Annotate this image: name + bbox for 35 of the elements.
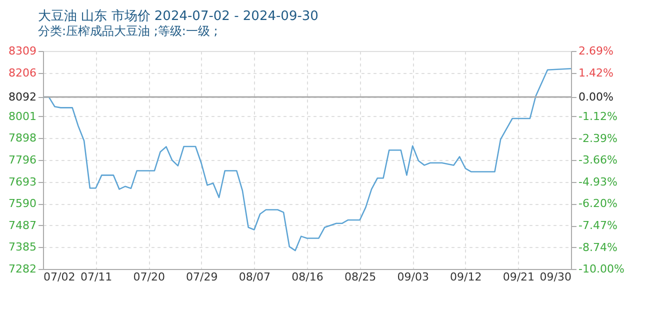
x-tick-label: 09/12 xyxy=(450,270,482,284)
x-tick-label: 08/07 xyxy=(238,270,271,284)
y-tick-label: 7385 xyxy=(8,240,36,254)
x-tick-label: 08/16 xyxy=(292,270,324,284)
x-tick-label: 07/02 xyxy=(44,270,76,284)
x-tick-label: 07/11 xyxy=(80,270,112,284)
y2-tick-label: 1.42% xyxy=(578,66,614,80)
y2-tick-label: -6.20% xyxy=(578,197,618,210)
y-tick-label: 8309 xyxy=(8,44,36,58)
y2-tick-label: -8.74% xyxy=(578,240,618,254)
y2-tick-label: -1.12% xyxy=(578,110,618,123)
x-tick-label: 07/20 xyxy=(133,270,165,284)
y-tick-label: 8206 xyxy=(8,66,36,80)
y-tick-label: 7590 xyxy=(8,197,36,210)
y2-tick-label: -3.66% xyxy=(578,154,618,167)
chart-title: 大豆油 山东 市场价 2024-07-02 - 2024-09-30 xyxy=(38,9,318,24)
y-tick-label: 7693 xyxy=(8,175,36,188)
y2-tick-label: -10.00% xyxy=(578,262,624,276)
x-tick-label: 08/25 xyxy=(344,270,376,284)
y2-tick-label: -2.39% xyxy=(578,132,618,145)
y2-tick-label: -7.47% xyxy=(578,219,618,232)
x-tick-label: 07/29 xyxy=(186,270,218,284)
y-tick-label: 7487 xyxy=(8,218,36,232)
y-tick-label: 8092 xyxy=(8,90,36,104)
y2-tick-label: -4.93% xyxy=(578,175,618,188)
y-tick-label: 7898 xyxy=(8,132,36,145)
x-tick-label: 09/03 xyxy=(397,270,429,284)
y-tick-label: 8001 xyxy=(8,110,36,123)
y2-tick-label: 0.00% xyxy=(578,90,614,104)
y-tick-label: 7282 xyxy=(8,262,36,276)
chart-subtitle: 分类:压榨成品大豆油 ;等级:一级 ; xyxy=(38,24,218,38)
x-tick-label: 09/21 xyxy=(502,270,535,284)
y-tick-label: 7796 xyxy=(8,153,36,166)
x-tick-label: 09/30 xyxy=(540,270,572,284)
y2-tick-label: 2.69% xyxy=(578,44,614,58)
